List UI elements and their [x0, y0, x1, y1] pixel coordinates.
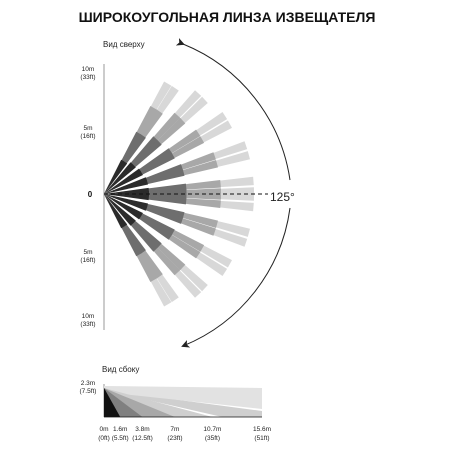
side-tick-m-2: 3.8m [135, 426, 149, 433]
side-height-label-ft: (7.5ft) [80, 388, 97, 395]
beam-core-18 [104, 194, 128, 227]
beam-core-11 [104, 194, 149, 201]
diagram-title: ШИРОКОУГОЛЬНАЯ ЛИНЗА ИЗВЕЩАТЕЛЯ [79, 9, 376, 25]
side-view-label: Вид сбоку [102, 365, 139, 374]
side-tick-ft-4: (35ft) [205, 435, 220, 442]
axis-label-bottom-5m: 5m [83, 249, 92, 256]
side-tick-ft-5: (51ft) [254, 435, 269, 442]
side-wedge-ray-5 [104, 390, 262, 417]
top-view-axis-labels: 10m (33ft) 5m (16ft) 0 5m (16ft) 10m (33… [80, 66, 95, 328]
side-height-label-m: 2.3m [81, 380, 95, 387]
beam-core-15 [104, 194, 142, 220]
beam-core-7 [104, 180, 148, 194]
angle-arc-upper [175, 38, 291, 181]
detection-beams [104, 81, 255, 307]
axis-label-top-5m: 5m [83, 125, 92, 132]
axis-label-bottom-10m-ft: (33ft) [80, 321, 95, 328]
side-tick-ft-0: (0ft) [98, 435, 110, 442]
side-view-ticks: 0m (0ft)1.6m (5.5ft) 3.8m (12.5ft) 7m (23ft) 10… [98, 426, 271, 442]
side-tick-ft-3: (23ft) [167, 435, 182, 442]
axis-label-bottom-5m-ft: (16ft) [80, 257, 95, 264]
top-view-label: Вид сверху [103, 40, 145, 49]
side-wedge-2 [104, 388, 143, 417]
side-tick-m-1: 1.6m [113, 426, 127, 433]
beam-core-1 [104, 161, 128, 194]
axis-label-top-10m: 10m [82, 66, 95, 73]
side-tick-ft-2: (12.5ft) [132, 435, 153, 442]
axis-label-bottom-10m: 10m [82, 313, 95, 320]
beam-core-6 [104, 177, 148, 194]
angle-arc-lower [181, 207, 291, 348]
side-tick-ft-1: (5.5ft) [112, 435, 129, 442]
axis-label-zero: 0 [88, 190, 93, 199]
angle-label: 125° [270, 190, 295, 204]
side-tick-m-0: 0m [99, 426, 108, 433]
beam-core-13 [104, 194, 148, 211]
side-wedge-4 [104, 388, 213, 417]
side-wedge-5 [104, 386, 262, 409]
side-tick-m-4: 10.7m [203, 426, 221, 433]
axis-label-top-5m-ft: (16ft) [80, 133, 95, 140]
side-wedge-3 [104, 388, 175, 417]
beam-core-19 [104, 194, 125, 229]
beam-core-5 [104, 171, 143, 194]
axis-label-top-10m-ft: (33ft) [80, 74, 95, 81]
side-view-wedges [104, 386, 262, 417]
beam-core-3 [104, 164, 136, 194]
beam-core-16 [104, 194, 136, 224]
side-wedge-0 [104, 388, 121, 417]
beam-core-2 [104, 162, 134, 194]
side-tick-m-3: 7m [170, 426, 179, 433]
side-tick-m-5: 15.6m [253, 426, 271, 433]
beam-core-4 [104, 168, 142, 194]
beam-core-17 [104, 194, 134, 226]
